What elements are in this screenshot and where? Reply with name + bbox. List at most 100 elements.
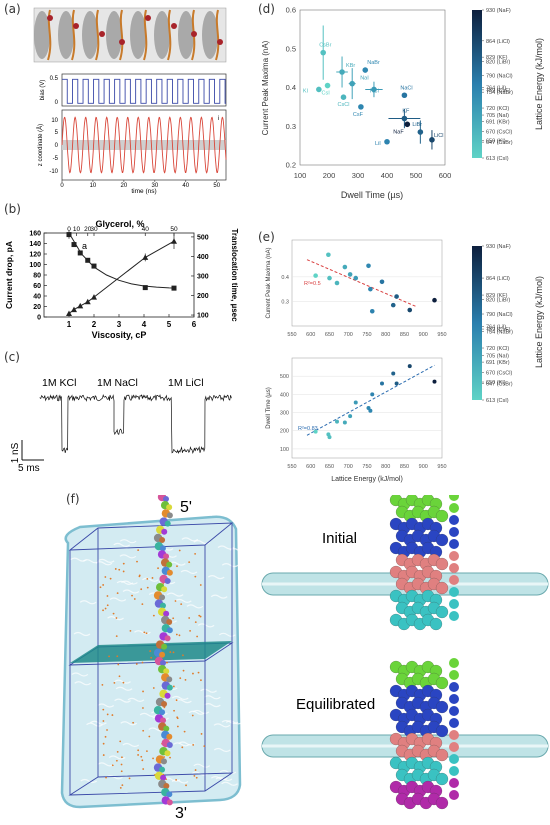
e-top-y-tick-0.4: 0.4 — [281, 275, 289, 281]
b-x-tick-5: 5 — [167, 320, 172, 329]
water-ripple — [207, 575, 225, 580]
b-time-point — [66, 310, 72, 316]
ion-dot — [116, 655, 119, 658]
a-x-tick-40: 40 — [182, 183, 189, 189]
d-x-tick-300: 300 — [352, 171, 365, 180]
dna-strand-left — [153, 495, 173, 806]
protein-blob — [171, 23, 177, 29]
water-ripple — [192, 709, 210, 715]
water-ripple — [188, 710, 206, 715]
ion-dot — [199, 584, 202, 586]
ion-dot — [148, 735, 151, 738]
d-colorbar-tick-7: 754 (NaBr) — [486, 90, 513, 96]
c-scale-x-label: 5 ms — [18, 463, 40, 474]
e-bottom-point — [368, 408, 373, 413]
current-trace — [39, 394, 232, 454]
ion-dot — [116, 592, 119, 595]
water-ripple — [200, 688, 217, 693]
ion-dot — [178, 634, 181, 637]
water-ripple — [215, 776, 233, 782]
d-x-tick-100: 100 — [294, 171, 307, 180]
d-colorbar-tick-10: 691 (KBr) — [486, 120, 510, 126]
e-top-y-label: Current Peak Maxima (nA) — [266, 247, 272, 318]
ion-dot — [114, 568, 117, 570]
ion-dot — [116, 751, 119, 753]
e-colorbar-tick-7: 754 (NaBr) — [486, 330, 513, 336]
b-top-tick-50: 50 — [170, 226, 178, 233]
ion-dot — [152, 687, 155, 689]
e-bottom-x-tick-950: 950 — [437, 464, 446, 470]
water-ripple — [97, 703, 115, 708]
nucleotide — [166, 733, 173, 740]
ion-dot — [122, 681, 125, 684]
nucleotide-atom — [449, 778, 459, 788]
nucleotide — [166, 684, 173, 691]
b-yr-tick-400: 400 — [197, 254, 209, 261]
water-ripple — [186, 604, 204, 609]
protein-blob — [73, 23, 79, 29]
ion-dot — [112, 612, 115, 615]
nucleotide-atom — [449, 587, 459, 597]
ion-dot — [157, 567, 159, 570]
b-yl-tick-80: 80 — [33, 273, 41, 280]
nucleotide — [159, 660, 166, 666]
water-ripple — [213, 723, 231, 728]
panel-label-a: (a) — [4, 2, 21, 16]
water-ripple — [121, 580, 138, 585]
d-y-tick-0.5: 0.5 — [286, 44, 296, 53]
ion-dot — [193, 774, 196, 777]
e-top-point — [327, 275, 332, 281]
water-ripple — [173, 742, 190, 747]
b-yl-tick-140: 140 — [29, 241, 41, 248]
water-ripple — [203, 703, 221, 708]
e-bottom-y-tick-500: 500 — [280, 374, 289, 380]
label-initial: Initial — [322, 530, 357, 547]
dna-backbone — [95, 9, 100, 61]
nucleotide — [166, 627, 173, 634]
ion-dot — [146, 586, 149, 589]
water-ripple — [114, 679, 131, 684]
ion-dot — [132, 721, 135, 724]
b-yl-tick-60: 60 — [33, 283, 41, 290]
a-x-tick-30: 30 — [151, 183, 158, 189]
nucleotide-atom — [449, 551, 459, 561]
ion-dot — [106, 713, 109, 716]
ion-dot — [173, 709, 175, 712]
water-ripple — [97, 558, 115, 564]
e-bottom-x-tick-550: 550 — [287, 464, 296, 470]
b-inset-label: a — [82, 241, 87, 251]
e-colorbar-tick-5: 764 (LiI) — [486, 325, 506, 331]
ion-dot — [198, 614, 201, 617]
ion-dot — [189, 629, 191, 632]
ion-dot — [141, 603, 144, 606]
d-point-label-nacl: NaCl — [400, 85, 412, 91]
e-colorbar-tick-9: 705 (NaI) — [486, 353, 509, 359]
b-yl-tick-20: 20 — [33, 304, 41, 311]
c-label-licl: 1M LiCl — [168, 377, 204, 389]
nucleotide-atom — [435, 700, 449, 714]
nucleotide-atom — [449, 694, 459, 704]
e-top-point — [334, 280, 340, 286]
ion-dot — [138, 575, 141, 578]
z-y-tick-3: -5 — [53, 156, 59, 162]
ion-dot — [142, 729, 145, 732]
bias-plot-frame — [61, 73, 227, 107]
e-bottom-point — [432, 379, 437, 384]
b-yr-tick-100: 100 — [197, 313, 209, 320]
ion-dot — [169, 651, 172, 653]
ion-dot — [105, 776, 107, 779]
panel-f-illustration: 5' 3' Initial Equilibrated — [60, 495, 549, 822]
ion-dot — [104, 576, 107, 578]
water-ripple — [197, 623, 215, 628]
b-y-right-label: Translocation time, µsec — [230, 228, 239, 322]
e-bottom-point — [335, 419, 339, 424]
d-point-label-naf: NaF — [393, 129, 404, 135]
ion-dot — [128, 777, 131, 780]
d-point-label-nai: NaI — [360, 76, 369, 82]
nucleotide-atom — [449, 718, 459, 728]
ion-dot — [121, 756, 123, 759]
d-point-label-csi: CsI — [322, 91, 331, 97]
e-bottom-point — [391, 371, 396, 376]
d-point-cscl — [340, 94, 347, 100]
e-top-x-tick-700: 700 — [344, 332, 353, 338]
